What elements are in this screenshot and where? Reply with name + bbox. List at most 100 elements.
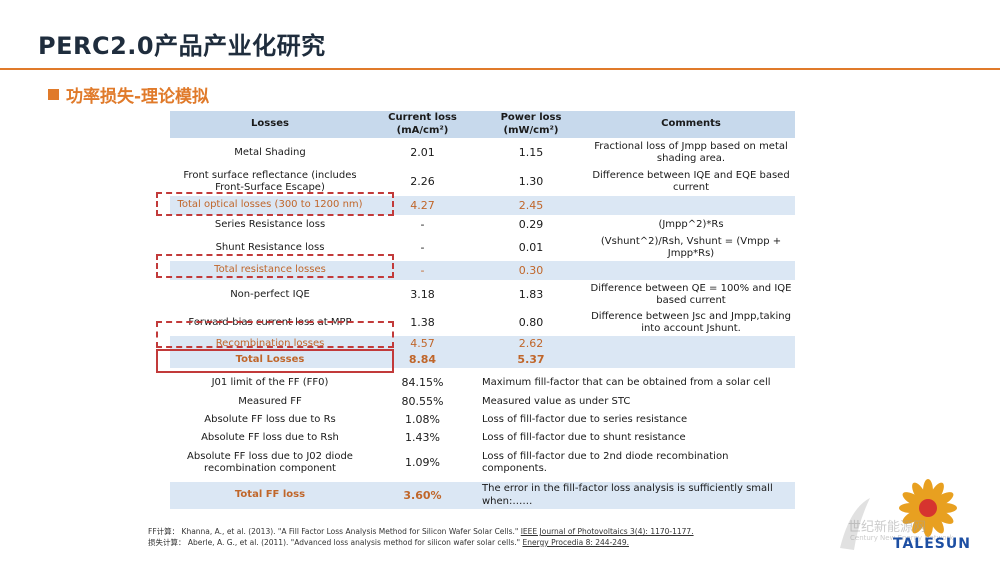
table-row-total-losses: Total Losses 8.84 5.37	[170, 352, 795, 368]
loss-table-header: Losses Current loss (mA/cm²) Power loss …	[170, 111, 795, 138]
current-loss: 8.84	[408, 353, 437, 367]
reference-ff-prefix: FF计算：	[148, 527, 180, 536]
current-loss: -	[420, 241, 425, 255]
ff-item-name: Absolute FF loss due to Rsh	[201, 431, 339, 443]
watermark-chinese: 世纪新能源网	[848, 520, 927, 535]
power-loss: 0.01	[518, 241, 544, 255]
loss-comment	[587, 261, 795, 280]
resistance-losses-highlight-box	[156, 254, 394, 278]
total-losses-highlight-box	[156, 349, 394, 373]
ff-item-comment: The error in the fill-factor loss analys…	[482, 483, 773, 507]
ff-item-comment: Loss of fill-factor due to 2nd diode rec…	[482, 450, 729, 475]
loss-name: Non-perfect IQE	[230, 288, 310, 300]
current-loss: 2.01	[410, 146, 435, 160]
references: FF计算： Khanna, A., et al. (2013). "A Fill…	[148, 527, 694, 549]
table-row: Shunt Resistance loss - 0.01 (Vshunt^2)/…	[170, 235, 795, 261]
table-row: Metal Shading 2.01 1.15 Fractional loss …	[170, 138, 795, 168]
ff-item-name: Absolute FF loss due to Rs	[204, 413, 336, 425]
ff-item-value: 1.43%	[405, 431, 440, 445]
reference-loss: 损失计算： Aberle, A. G., et al. (2011). "Adv…	[148, 538, 694, 549]
power-loss: 1.83	[518, 288, 544, 302]
current-loss: 4.27	[410, 198, 435, 212]
reference-loss-text: Aberle, A. G., et al. (2011). "Advanced …	[187, 537, 521, 547]
header-current-loss: Current loss (mA/cm²)	[388, 112, 457, 136]
power-loss: 0.29	[518, 218, 544, 232]
loss-comment	[587, 352, 795, 368]
recombination-losses-highlight-box	[156, 321, 394, 348]
watermark-english: Century New Energy Network	[850, 534, 954, 542]
current-loss: 3.18	[410, 288, 435, 302]
loss-comment	[587, 336, 795, 352]
table-row-recombination: Recombination losses 4.57 2.62	[170, 336, 795, 352]
ff-item-value: 1.08%	[405, 413, 440, 427]
ff-item-name: Absolute FF loss due to J02 diode recomb…	[187, 450, 353, 475]
power-loss: 0.30	[518, 263, 544, 277]
power-loss: 5.37	[517, 353, 545, 367]
ff-item-value: 1.09%	[405, 456, 440, 470]
current-loss: -	[420, 218, 425, 232]
ff-loss-table: J01 limit of the FF (FF0) 84.15% Maximum…	[170, 373, 795, 509]
reference-loss-prefix: 损失计算：	[148, 537, 186, 547]
power-loss: 1.15	[518, 146, 544, 160]
header-losses: Losses	[251, 118, 289, 130]
loss-name: Total optical losses (300 to 1200 nm)	[177, 199, 363, 211]
loss-comment	[587, 196, 795, 215]
loss-name: Front surface reflectance (includes Fron…	[183, 169, 357, 194]
loss-name: Total resistance losses	[214, 264, 326, 276]
current-loss: -	[420, 263, 425, 277]
table-row-total-resistance: Total resistance losses - 0.30	[170, 261, 795, 280]
current-loss: 1.38	[410, 316, 435, 330]
logo-wordmark: TALESUN	[893, 536, 971, 552]
table-row: Absolute FF loss due to Rsh 1.43% Loss o…	[170, 429, 795, 447]
loss-comment: (Vshunt^2)/Rsh, Vshunt = (Vmpp + Jmpp*Rs…	[600, 235, 782, 260]
ff-item-name: Measured FF	[238, 395, 302, 407]
ff-item-value: 80.55%	[401, 395, 444, 409]
ff-item-name: Total FF loss	[234, 489, 306, 501]
table-row-total-ff-loss: Total FF loss 3.60% The error in the fil…	[170, 482, 795, 509]
reference-loss-journal-link[interactable]: Energy Procedia 8: 244-249.	[522, 537, 629, 547]
loss-comment: Difference between QE = 100% and IQE bas…	[590, 282, 792, 307]
table-row: Series Resistance loss - 0.29 (Jmpp^2)*R…	[170, 215, 795, 235]
power-loss: 2.62	[518, 337, 544, 351]
optical-losses-highlight-box	[156, 192, 394, 216]
ff-item-comment: Maximum fill-factor that can be obtained…	[482, 376, 771, 388]
sunflower-logo-icon	[840, 479, 957, 550]
loss-comment: Fractional loss of Jmpp based on metal s…	[594, 140, 788, 165]
section-heading: 功率损失-理论模拟	[66, 87, 210, 107]
current-loss: 4.57	[410, 337, 435, 351]
header-power-loss: Power loss (mW/cm²)	[500, 112, 562, 136]
loss-name: Recombination losses	[215, 337, 325, 349]
table-row: Absolute FF loss due to Rs 1.08% Loss of…	[170, 411, 795, 429]
loss-name: Total Losses	[235, 353, 305, 365]
table-row-total-optical: Total optical losses (300 to 1200 nm) 4.…	[170, 196, 795, 215]
ff-item-value: 84.15%	[401, 376, 444, 390]
ff-item-value: 3.60%	[403, 488, 442, 502]
ff-item-comment: Measured value as under STC	[482, 395, 631, 407]
section-bullet-icon	[48, 89, 59, 100]
loss-comment: (Jmpp^2)*Rs	[658, 218, 724, 230]
page-title: PERC2.0产品产业化研究	[38, 32, 326, 60]
power-loss: 0.80	[518, 316, 544, 330]
loss-comment: Difference between Jsc and Jmpp,taking i…	[591, 310, 791, 335]
table-row: J01 limit of the FF (FF0) 84.15% Maximum…	[170, 373, 795, 393]
table-row: Absolute FF loss due to J02 diode recomb…	[170, 447, 795, 479]
current-loss: 2.26	[410, 175, 435, 189]
loss-comment: Difference between IQE and EQE based cur…	[592, 169, 790, 194]
ff-item-name: J01 limit of the FF (FF0)	[211, 376, 329, 388]
loss-name: Shunt Resistance loss	[215, 241, 325, 253]
ff-item-comment: Loss of fill-factor due to shunt resista…	[482, 431, 686, 443]
table-row: Front surface reflectance (includes Fron…	[170, 168, 795, 196]
table-row: Non-perfect IQE 3.18 1.83 Difference bet…	[170, 280, 795, 310]
power-loss: 1.30	[518, 175, 544, 189]
reference-ff: FF计算： Khanna, A., et al. (2013). "A Fill…	[148, 527, 694, 538]
ff-item-comment: Loss of fill-factor due to series resist…	[482, 413, 688, 425]
loss-name: Series Resistance loss	[214, 218, 326, 230]
loss-table: Losses Current loss (mA/cm²) Power loss …	[170, 111, 795, 368]
table-row: Measured FF 80.55% Measured value as und…	[170, 393, 795, 411]
power-loss: 2.45	[518, 198, 544, 212]
reference-ff-text: Khanna, A., et al. (2013). "A Fill Facto…	[181, 527, 519, 536]
header-comments: Comments	[661, 118, 721, 130]
reference-ff-journal-link[interactable]: IEEE Journal of Photovoltaics 3(4): 1170…	[520, 527, 694, 536]
loss-name: Metal Shading	[234, 146, 306, 158]
title-divider	[0, 68, 1000, 70]
